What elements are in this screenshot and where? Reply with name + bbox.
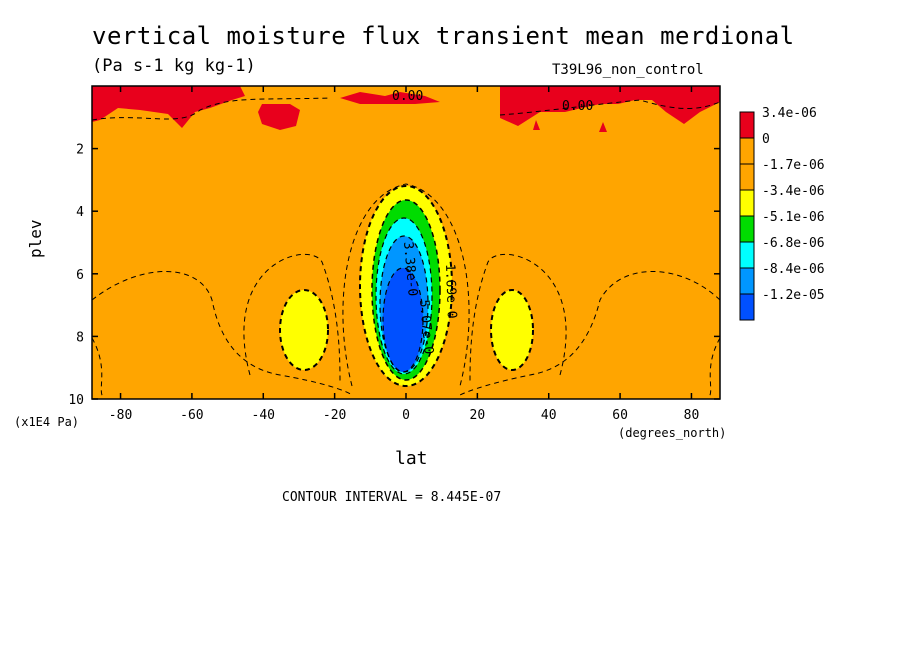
legend-swatch [739,137,755,165]
positive-region-left [92,86,245,128]
legend-label: -3.4e-06 [762,184,825,199]
x-tick-label: -80 [109,408,132,423]
contour-label-3: 1.69e-0 [442,264,459,319]
y-tick-label: 2 [76,143,84,158]
y-axis-unit: (x1E4 Pa) [14,415,80,429]
contour-label-1: 0.00 [392,89,423,104]
positive-region-center [340,92,440,104]
lobe-right [491,290,533,370]
contour-label-4: 3.38e-0 [400,241,420,297]
legend-swatch [739,111,755,139]
chart-title: vertical moisture flux transient mean me… [92,22,795,50]
y-tick-label: 10 [68,393,84,408]
x-axis-label: lat [395,448,428,469]
legend-label: -1.2e-05 [762,288,825,303]
legend-swatch [739,163,755,191]
legend-label: -1.7e-06 [762,158,825,173]
lobe-left [280,290,328,370]
legend-swatch [739,241,755,269]
x-tick-label: -20 [323,408,346,423]
legend-label: -5.1e-06 [762,210,825,225]
positive-region-mid [258,104,300,130]
positive-spot-1 [533,120,540,130]
legend-label: -6.8e-06 [762,236,825,251]
contour-label-5: 5.07e-0 [416,299,436,355]
legend-label: -8.4e-06 [762,262,825,277]
legend-swatch [739,189,755,217]
legend-label: 3.4e-06 [762,106,817,121]
contour-interval: CONTOUR INTERVAL = 8.445E-07 [282,490,502,505]
y-tick-label: 8 [76,330,84,345]
legend: 3.4e-06 0 -1.7e-06 -3.4e-06 -5.1e-06 -6.8e-06… [739,106,825,321]
units-label: (Pa s-1 kg kg-1) [92,56,256,76]
legend-swatch [739,293,755,321]
x-tick-label: 80 [684,408,700,423]
x-axis-unit: (degrees_north) [618,426,727,440]
legend-swatch [739,267,755,295]
x-tick-label: 40 [541,408,557,423]
x-tick-label: 20 [470,408,486,423]
x-tick-label: -40 [252,408,275,423]
contour-lines [92,97,720,399]
positive-region-right [500,86,720,126]
legend-label: 0 [762,132,770,147]
contour-label-2: 0.00 [562,99,593,114]
x-tick-label: -60 [180,408,203,423]
x-tick-label: 0 [402,408,410,423]
positive-spot-2 [599,122,607,132]
plot-area: 0.00 0.00 1.69e-0 3.38e-0 5.07e-0 [92,86,720,399]
axes: -80 -60 -40 -20 0 20 40 60 80 2 4 6 8 10 [68,86,720,423]
run-name: T39L96_non_control [552,62,704,78]
plume-dark-blue [383,268,423,372]
legend-swatch [739,215,755,243]
x-tick-label: 60 [612,408,628,423]
y-tick-label: 6 [76,268,84,283]
y-tick-label: 4 [76,205,84,220]
